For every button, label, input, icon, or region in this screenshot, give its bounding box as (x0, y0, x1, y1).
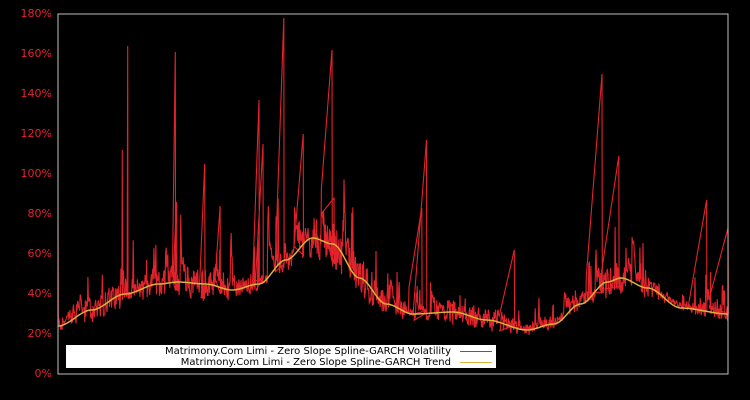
y-tick-label: 80% (27, 207, 52, 220)
legend-item-trend: Matrimony.Com Limi - Zero Slope Spline-G… (181, 357, 492, 368)
legend-item-volatility: Matrimony.Com Limi - Zero Slope Spline-G… (165, 346, 492, 357)
y-tick-label: 60% (27, 247, 52, 260)
legend-swatch-volatility (460, 351, 492, 352)
y-tick-label: 20% (27, 327, 52, 340)
trend-line (57, 237, 728, 331)
y-tick-label: 180% (20, 7, 52, 20)
legend: Matrimony.Com Limi - Zero Slope Spline-G… (66, 345, 496, 368)
plot-frame (57, 13, 729, 375)
legend-label-volatility: Matrimony.Com Limi - Zero Slope Spline-G… (164, 346, 451, 357)
y-tick-label: 160% (20, 47, 52, 60)
y-tick-label: 140% (20, 87, 52, 100)
volatility-line (57, 17, 729, 336)
y-tick-label: 40% (27, 287, 52, 300)
y-tick-label: 120% (20, 127, 52, 140)
y-tick-label: 0% (34, 367, 52, 380)
legend-swatch-trend (460, 362, 492, 363)
y-tick-label: 100% (20, 167, 52, 180)
legend-label-trend: Matrimony.Com Limi - Zero Slope Spline-G… (180, 357, 451, 368)
